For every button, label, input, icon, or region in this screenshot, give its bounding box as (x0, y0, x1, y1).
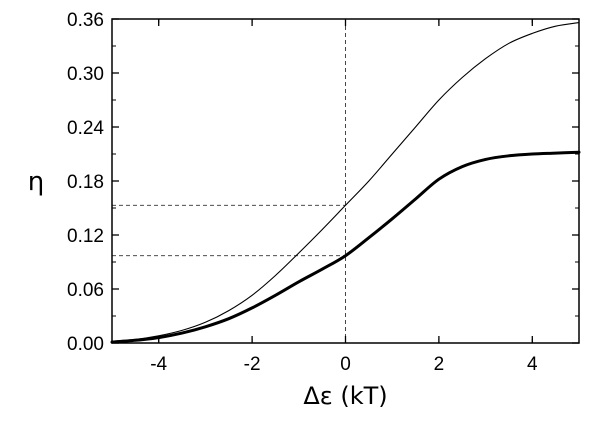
y-tick-label: 0.06 (67, 280, 104, 301)
y-tick-label: 0.18 (67, 172, 104, 193)
x-tick-label: 0 (340, 354, 351, 375)
y-tick-label: 0.12 (67, 226, 104, 247)
tick-labels: -4 -2 0 2 4 0.00 0.06 0.12 0.18 0.24 0.30 0.36 (67, 10, 538, 375)
y-axis-label: η (28, 167, 44, 197)
series-1-thin-line (111, 22, 580, 342)
series-2-thick-line (110, 150, 581, 344)
y-tick-label: 0.30 (67, 64, 104, 85)
y-tick-label: 0.24 (67, 118, 104, 139)
y-tick-label: 0.36 (67, 10, 104, 31)
reference-lines (112, 19, 346, 343)
ticks (112, 18, 579, 344)
x-tick-label: 2 (434, 354, 445, 375)
y-tick-label: 0.00 (67, 334, 104, 355)
x-tick-label: -4 (150, 354, 167, 375)
x-axis-label: Δε (kT) (303, 382, 387, 410)
x-tick-label: -2 (244, 354, 261, 375)
x-tick-label: 4 (527, 354, 538, 375)
series-layer (110, 22, 581, 344)
